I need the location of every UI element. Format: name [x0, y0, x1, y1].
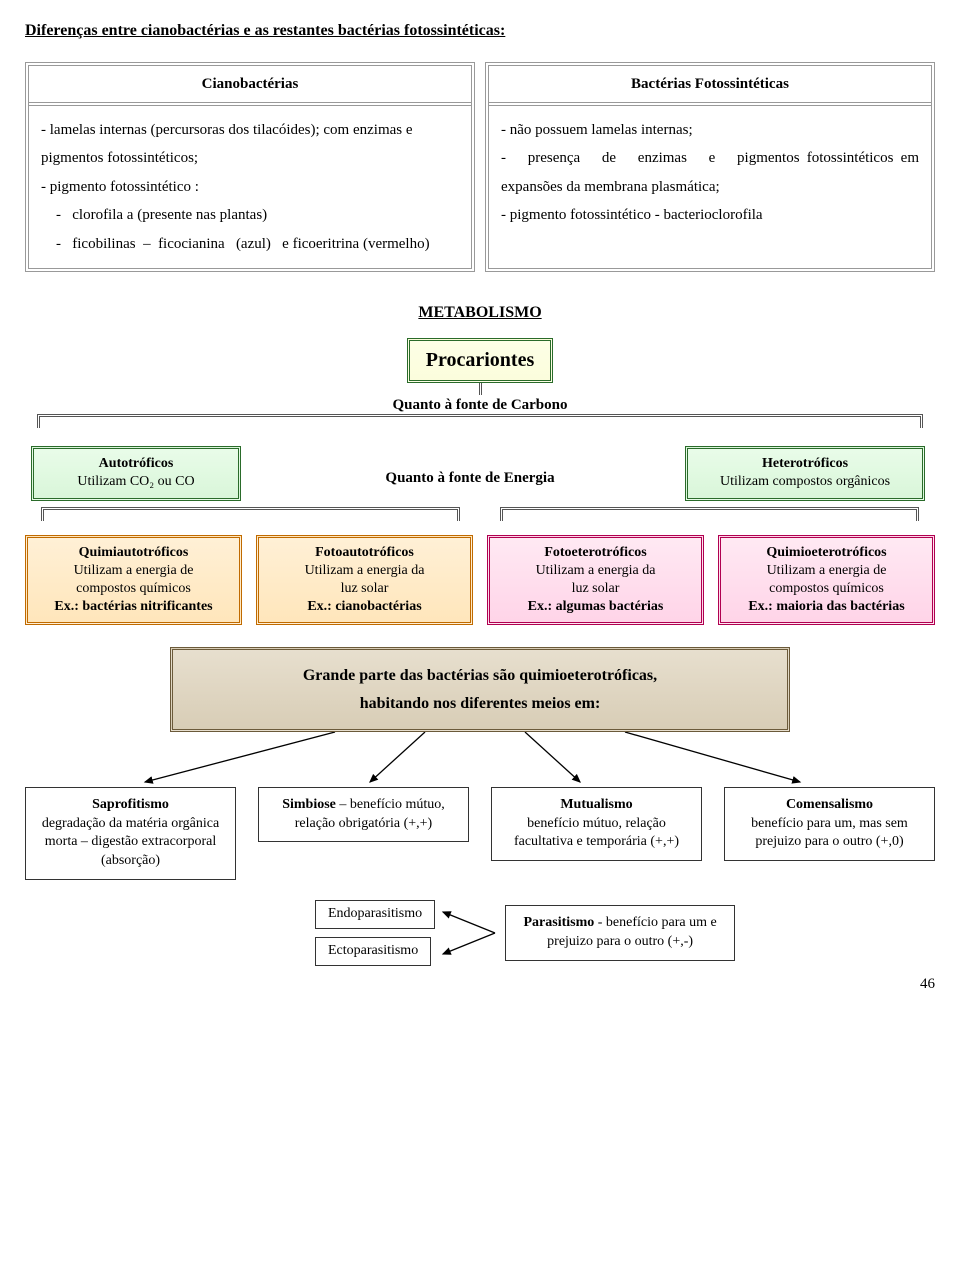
node-title: Quimioeterotróficos — [766, 545, 886, 560]
connector — [479, 383, 482, 395]
arrows-svg — [435, 898, 505, 968]
arrows-svg — [25, 732, 935, 787]
node-line: Utilizam a energia de — [74, 563, 194, 578]
column-bacterias: Bactérias Fotossintéticas - não possuem … — [485, 62, 935, 273]
connector-row — [25, 501, 935, 521]
row-carbon-branches: Autotróficos Utilizam CO₂ ou CO Quanto à … — [25, 446, 935, 500]
node-simbiose: Simbiose – benefício mútuo, relação obri… — [258, 787, 469, 843]
node-body: benefício mútuo, relação facultativa e t… — [514, 816, 679, 850]
row-parasitism: Endoparasitismo Ectoparasitismo Parasiti… — [25, 898, 935, 968]
node-subtitle: Utilizam CO₂ ou CO — [77, 474, 194, 489]
node-example: Ex.: cianobactérias — [307, 599, 421, 614]
node-title: Quimiautotróficos — [79, 545, 189, 560]
column-body: - não possuem lamelas internas; - presen… — [489, 102, 931, 240]
row-habitats: Saprofitismo degradação da matéria orgân… — [25, 787, 935, 881]
node-line: compostos químicos — [76, 581, 191, 596]
row-energy-leaves: Quimiautotróficos Utilizam a energia de … — [25, 535, 935, 626]
node-fotohetero: Fotoeterotróficos Utilizam a energia da … — [487, 535, 704, 626]
node-procariontes: Procariontes — [407, 338, 554, 383]
node-sapro: Saprofitismo degradação da matéria orgân… — [25, 787, 236, 881]
conclusion-line1: Grande parte das bactérias são quimioete… — [303, 667, 657, 684]
node-title: Saprofitismo — [92, 797, 169, 812]
node-line: luz solar — [341, 581, 389, 596]
node-title: Heterotróficos — [762, 456, 848, 471]
node-heterotroficos: Heterotróficos Utilizam compostos orgânic… — [685, 446, 925, 500]
node-fotoauto: Fotoautotróficos Utilizam a energia da l… — [256, 535, 473, 626]
node-quimioauto: Quimiautotróficos Utilizam a energia de … — [25, 535, 242, 626]
node-body: degradação da matéria orgânica morta – d… — [42, 816, 219, 869]
node-example: Ex.: algumas bactérias — [528, 599, 664, 614]
node-line: Utilizam a energia de — [767, 563, 887, 578]
node-title: Fotoautotróficos — [315, 545, 414, 560]
conclusion-line2: habitando nos diferentes meios em: — [360, 695, 601, 712]
column-header: Bactérias Fotossintéticas — [489, 66, 931, 102]
node-title: Simbiose — [282, 797, 336, 812]
node-quimiohetero: Quimioeterotróficos Utilizam a energia d… — [718, 535, 935, 626]
node-title: Autotróficos — [99, 456, 174, 471]
column-header: Cianobactérias — [29, 66, 471, 102]
label-energy-source: Quanto à fonte de Energia — [255, 468, 685, 488]
comparison-table: Cianobactérias - lamelas internas (percu… — [25, 62, 935, 273]
label-carbon-source: Quanto à fonte de Carbono — [25, 395, 935, 415]
node-line: compostos químicos — [769, 581, 884, 596]
node-ecto: Ectoparasitismo — [315, 937, 431, 966]
node-line: luz solar — [572, 581, 620, 596]
node-example: Ex.: bactérias nitrificantes — [54, 599, 212, 614]
node-comensal: Comensalismo benefício para um, mas sem … — [724, 787, 935, 862]
node-autotroficos: Autotróficos Utilizam CO₂ ou CO — [31, 446, 241, 500]
node-body: benefício para um, mas sem prejuizo para… — [751, 816, 908, 850]
page-title: Diferenças entre cianobactérias e as res… — [25, 20, 935, 42]
node-title: Fotoeterotróficos — [544, 545, 646, 560]
node-title: Mutualismo — [560, 797, 632, 812]
node-mutual: Mutualismo benefício mútuo, relação facu… — [491, 787, 702, 862]
column-ciano: Cianobactérias - lamelas internas (percu… — [25, 62, 475, 273]
node-subtitle: Utilizam compostos orgânicos — [720, 474, 890, 489]
connector — [37, 414, 923, 428]
node-title: Comensalismo — [786, 797, 873, 812]
page-number: 46 — [25, 974, 935, 994]
section-metabolismo: METABOLISMO — [25, 302, 935, 324]
node-conclusion: Grande parte das bactérias são quimioete… — [170, 647, 790, 731]
node-line: Utilizam a energia da — [305, 563, 425, 578]
node-example: Ex.: maioria das bactérias — [748, 599, 904, 614]
node-parasitismo: Parasitismo - benefício para um e prejui… — [505, 905, 735, 961]
node-line: Utilizam a energia da — [536, 563, 656, 578]
node-endo: Endoparasitismo — [315, 900, 435, 929]
column-body: - lamelas internas (percursoras dos tila… — [29, 102, 471, 269]
node-title: Parasitismo — [524, 915, 595, 930]
